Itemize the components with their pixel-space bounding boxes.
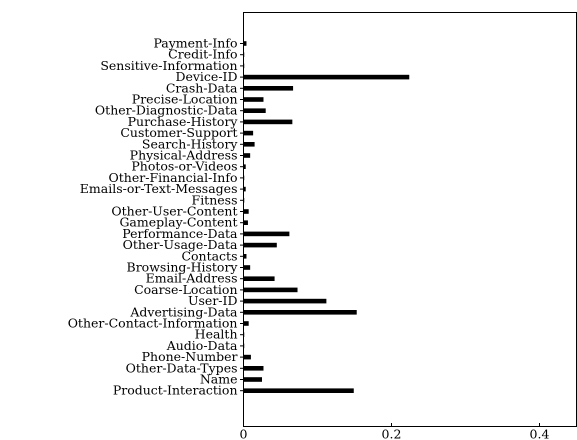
category-label: Other-Data-Types: [126, 360, 238, 375]
bar-email-address: [243, 276, 275, 281]
category-label: User-ID: [188, 293, 238, 308]
category-label: Emails-or-Text-Messages: [80, 181, 238, 196]
bar-crash-data: [243, 86, 294, 91]
bar-user-id: [243, 298, 327, 304]
bar-coarse-location: [243, 287, 298, 293]
bar-contacts: [243, 254, 247, 259]
bar-photos-or-videos: [243, 164, 246, 169]
category-label: Audio-Data: [166, 338, 238, 353]
category-label: Health: [195, 327, 238, 342]
x-tick-label: 0.4: [530, 427, 550, 440]
category-label: Performance-Data: [122, 226, 238, 241]
category-label: Phone-Number: [142, 349, 238, 364]
bar-payment-info: [243, 41, 247, 46]
bar-other-diagnostic-data: [243, 108, 266, 113]
category-label: Purchase-History: [128, 114, 239, 129]
x-tick-label: 0: [240, 427, 248, 440]
bar-advertising-data: [243, 310, 357, 315]
category-label: Device-ID: [175, 69, 237, 84]
bar-other-contact-information: [243, 321, 249, 326]
category-label: Other-Financial-Info: [109, 170, 238, 185]
category-label: Customer-Support: [120, 125, 237, 140]
category-label: Other-Usage-Data: [123, 237, 238, 252]
category-label: Physical-Address: [130, 148, 238, 163]
bar-emails-or-text-messages: [243, 186, 246, 192]
category-label: Fitness: [192, 192, 238, 207]
category-label: Name: [200, 372, 238, 387]
category-label: Other-User-Content: [111, 204, 237, 219]
bar-product-interaction: [243, 388, 354, 393]
bar-precise-location: [243, 97, 264, 102]
category-label: Email-Address: [146, 271, 238, 286]
plot-frame: [243, 12, 577, 427]
bars-group: [243, 41, 410, 393]
bar-other-user-content: [243, 209, 249, 214]
bar-name: [243, 377, 262, 382]
bar-customer-support: [243, 130, 254, 136]
bar-gameplay-content: [243, 220, 248, 225]
category-label: Credit-Info: [168, 47, 237, 62]
category-labels: Payment-InfoCredit-InfoSensitive-Informa…: [68, 36, 244, 398]
bar-phone-number: [243, 354, 251, 360]
category-label: Other-Contact-Information: [68, 316, 238, 331]
category-label: Photos-or-Videos: [131, 159, 237, 174]
bar-other-data-types: [243, 366, 264, 371]
bar-device-id: [243, 74, 410, 80]
category-label: Advertising-Data: [129, 304, 238, 319]
category-label: Gameplay-Content: [119, 215, 237, 230]
category-label: Product-Interaction: [113, 383, 238, 398]
bar-other-usage-data: [243, 242, 277, 248]
category-label: Payment-Info: [153, 36, 237, 51]
x-tick-label: 0.2: [382, 427, 402, 440]
bar-purchase-history: [243, 119, 293, 125]
category-label: Coarse-Location: [134, 282, 237, 297]
category-label: Precise-Location: [132, 92, 238, 107]
category-label: Contacts: [181, 248, 237, 263]
category-label: Crash-Data: [166, 80, 238, 95]
category-label: Browsing-History: [127, 260, 239, 275]
category-label: Other-Diagnostic-Data: [95, 103, 238, 118]
bar-performance-data: [243, 231, 290, 237]
bar-browsing-history: [243, 265, 251, 270]
bar-search-history: [243, 142, 255, 147]
x-axis-ticks: 0 0.2 0.4: [240, 423, 550, 440]
bar-physical-address: [243, 153, 251, 158]
category-label: Sensitive-Information: [100, 58, 237, 73]
category-label: Search-History: [142, 136, 239, 151]
